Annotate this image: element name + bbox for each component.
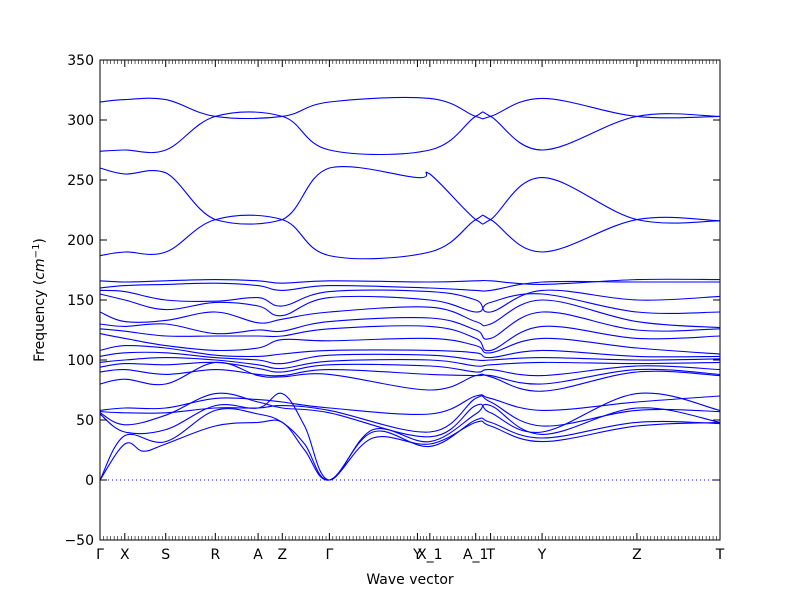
y-axis-label-suffix: ) [32,238,48,243]
x-tick-label: T [485,547,495,563]
y-tick-label: 0 [85,473,94,489]
band-line-3 [99,166,721,225]
y-tick-label: −50 [64,533,94,549]
band-line-18 [99,361,721,392]
band-line-2 [99,111,721,156]
band-line-12 [99,333,721,355]
x-tick-label: Z [277,547,287,563]
band-line-1 [99,96,721,120]
x-tick-label: S [161,547,170,563]
y-axis: −50 0 50 100 150 200 250 300 350 [64,53,720,549]
band-line-21 [99,392,721,438]
band-line-8 [99,293,721,317]
band-line-19 [99,394,721,415]
plot-frame [99,59,721,541]
plot-area [99,59,721,541]
x-tick-label: X [120,547,130,563]
band-line-14 [99,351,721,365]
band-line-13 [99,344,721,359]
band-line-24 [99,419,721,481]
y-tick-label: 200 [67,233,94,249]
band-line-11 [99,325,721,352]
x-tick-label: Y [412,547,422,563]
band-line-16 [99,361,721,377]
x-tick-label: Y [537,547,547,563]
band-line-9 [99,299,721,329]
band-line-15 [99,357,721,370]
x-tick-label: R [210,547,220,563]
band-line-5 [99,278,721,285]
x-tick-label: Γ [96,547,104,563]
y-tick-label: 350 [67,53,94,69]
y-tick-label: 100 [67,353,94,369]
band-line-6 [99,280,720,292]
y-axis-label-prefix: Frequency ( [32,280,48,362]
x-tick-label: Z [632,547,642,563]
x-tick-label: A_1 [463,547,488,563]
x-tick-label: A [253,547,263,563]
band-line-22 [99,392,721,481]
band-line-10 [99,311,721,340]
y-axis-label-exponent: −1 [31,244,42,259]
x-tick-label: X_1 [417,547,443,563]
band-line-20 [99,395,721,433]
y-axis-label: Frequency (cm−1) [31,238,49,362]
band-line-23 [99,408,721,481]
y-tick-label: 50 [76,413,94,429]
x-tick-label: T [715,547,725,563]
x-tick-label: Γ [325,547,333,563]
band-line-4 [99,214,721,260]
y-tick-label: 300 [67,113,94,129]
y-tick-label: 150 [67,293,94,309]
band-line-7 [99,289,721,313]
band-line-17 [99,368,721,385]
series-layer [99,96,721,481]
y-tick-label: 250 [67,173,94,189]
y-axis-label-unit: cm [32,258,48,279]
x-axis: Γ X S R A Z Γ YX_1 A_1T Y Z T [96,60,725,563]
x-axis-label: Wave vector [366,572,454,588]
